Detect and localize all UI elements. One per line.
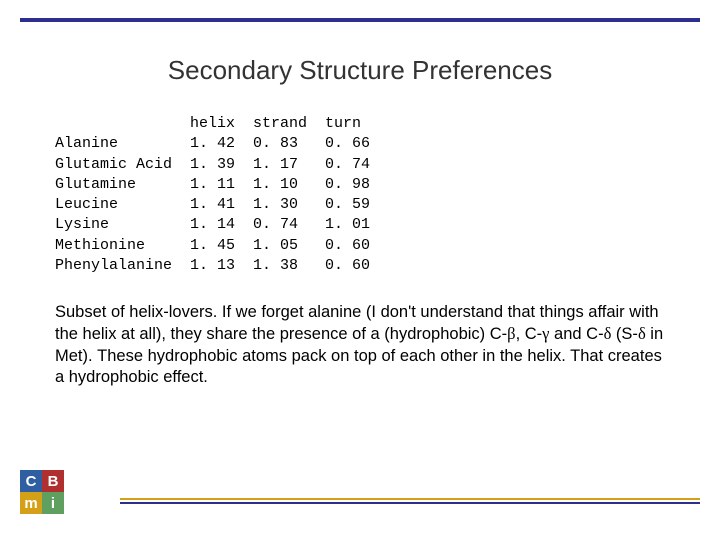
description-paragraph: Subset of helix-lovers. If we forget ala…	[55, 302, 665, 389]
bottom-border	[120, 498, 700, 504]
bottom-line-gold	[120, 498, 700, 500]
top-border	[20, 18, 700, 22]
slide-content: Secondary Structure Preferences helix st…	[55, 55, 665, 389]
page-title: Secondary Structure Preferences	[55, 55, 665, 86]
logo-letter-i: i	[42, 492, 64, 514]
logo-row: CB	[20, 470, 64, 492]
greek-letter: γ	[542, 324, 549, 343]
logo-letter-m: m	[20, 492, 42, 514]
bottom-line-blue	[120, 502, 700, 504]
greek-letter: δ	[604, 324, 612, 343]
logo-letter-c: C	[20, 470, 42, 492]
greek-letter: δ	[638, 324, 646, 343]
preferences-table: helix strand turn Alanine 1. 42 0. 83 0.…	[55, 114, 665, 276]
greek-letter: β	[507, 324, 515, 343]
logo-letter-b: B	[42, 470, 64, 492]
logo-row: mi	[20, 492, 64, 514]
cmbi-logo: CBmi	[20, 470, 64, 514]
